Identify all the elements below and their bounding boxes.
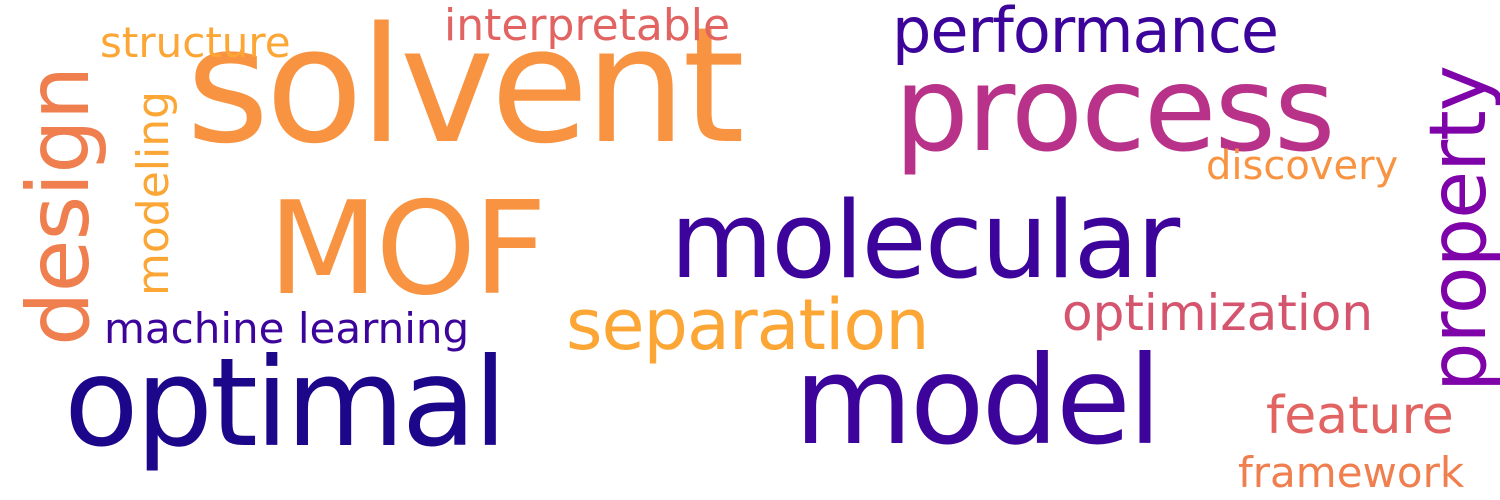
word-discovery: discovery	[1206, 143, 1399, 189]
word-molecular: molecular	[670, 179, 1180, 302]
word-solvent: solvent	[186, 0, 745, 179]
word-process: process	[894, 40, 1335, 178]
word-framework: framework	[1238, 448, 1465, 497]
word-design: design	[9, 66, 109, 346]
word-optimization: optimization	[1062, 284, 1374, 342]
word-mof: MOF	[268, 175, 547, 324]
word-machine-learning: machine learning	[104, 304, 470, 353]
word-interpretable: interpretable	[444, 0, 731, 51]
word-separation: separation	[566, 284, 930, 366]
word-modeling: modeling	[128, 90, 179, 296]
word-optimal: optimal	[64, 332, 507, 474]
word-feature: feature	[1266, 386, 1454, 446]
word-structure: structure	[100, 18, 291, 67]
word-model: model	[794, 330, 1162, 472]
word-property: property	[1414, 66, 1500, 392]
word-performance: performance	[892, 0, 1279, 67]
